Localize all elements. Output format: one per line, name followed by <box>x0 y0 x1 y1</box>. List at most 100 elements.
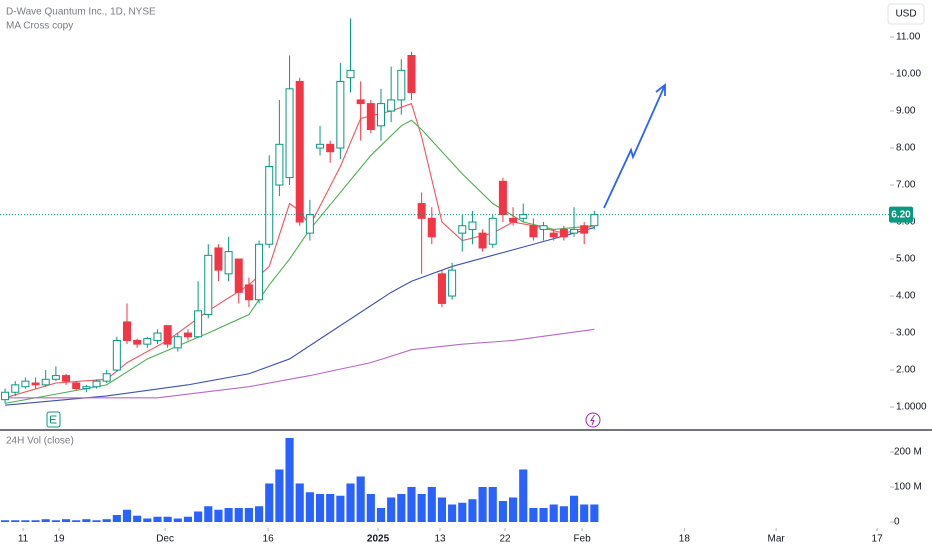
x-tick-label: 16 <box>263 534 275 545</box>
candle-body <box>51 375 60 380</box>
event-icon <box>585 412 601 428</box>
x-tick-label: 19 <box>53 534 65 545</box>
volume-bar <box>31 520 40 522</box>
volume-bar <box>427 486 436 522</box>
volume-bar <box>559 506 568 522</box>
volume-bar <box>102 519 111 522</box>
y-tick-label: 10.00 <box>896 69 921 80</box>
volume-bar <box>407 486 416 522</box>
candle-body <box>1 391 10 401</box>
volume-bar <box>194 511 203 522</box>
volume-bar <box>153 516 162 522</box>
y-tick-label: 7.00 <box>896 180 916 191</box>
candle-body <box>529 225 538 238</box>
volume-bar <box>468 499 477 522</box>
candle-body <box>194 310 203 338</box>
earnings-icon <box>46 411 61 428</box>
candle-body <box>437 273 446 304</box>
volume-bar <box>315 493 325 522</box>
candle-body <box>478 232 487 249</box>
moving-average <box>5 328 595 399</box>
candle-body <box>173 336 182 349</box>
currency-button[interactable]: USD <box>887 3 925 25</box>
x-tick-label: Dec <box>156 534 174 545</box>
volume-bar <box>346 483 355 522</box>
volume-bar <box>275 469 284 522</box>
candle-body <box>427 217 436 238</box>
candle-body <box>376 103 385 127</box>
currency-box[interactable] <box>887 3 925 25</box>
volume-bar <box>1 520 10 522</box>
x-tick-label: 17 <box>872 534 884 545</box>
candle-body <box>387 99 396 112</box>
volume-bar <box>336 495 345 522</box>
projection-arrow <box>603 83 666 209</box>
volume-bar <box>224 507 233 522</box>
y-tick-label: 1.0000 <box>896 402 927 413</box>
candle-body <box>255 243 264 301</box>
x-tick-label: 13 <box>434 534 446 545</box>
candle-body <box>204 254 213 316</box>
volume-bar <box>61 519 71 522</box>
candle-body <box>163 325 172 345</box>
candle-body <box>275 143 284 186</box>
volume-bar <box>214 509 223 522</box>
volume-bar <box>549 504 558 522</box>
candle-body <box>336 80 345 149</box>
candle-body <box>112 339 121 371</box>
candle-body <box>72 382 81 390</box>
volume-bar <box>72 520 81 522</box>
volume-bar <box>265 483 274 522</box>
candle-body <box>62 375 71 382</box>
volume-bar <box>21 520 30 522</box>
volume-bar <box>326 493 335 522</box>
candle-body <box>234 258 243 293</box>
moving-average <box>5 227 595 406</box>
volume-bar <box>41 519 50 522</box>
volume-bar <box>244 507 253 522</box>
candle-body <box>102 373 111 382</box>
volume-bar <box>458 502 467 522</box>
volume-bar <box>133 515 142 522</box>
volume-bar <box>448 504 457 522</box>
moving-average <box>4 102 595 399</box>
candle-body <box>498 180 507 216</box>
candle-body <box>41 378 50 386</box>
volume-bar <box>397 493 406 522</box>
volume-tick-label: 0 <box>894 517 900 528</box>
volume-bar <box>122 509 132 522</box>
y-tick-label: 11.00 <box>896 32 921 43</box>
last-price-label: 6.20 <box>891 209 911 220</box>
candle-body <box>356 99 365 105</box>
candle-body <box>214 247 223 271</box>
candle-body <box>82 386 91 390</box>
volume-bar <box>437 497 447 522</box>
candle-body <box>366 103 375 131</box>
candle-body <box>397 69 406 101</box>
candle-body <box>31 382 40 386</box>
volume-bar <box>295 483 304 522</box>
candle-body <box>590 214 599 227</box>
volume-bar <box>82 519 91 522</box>
candle-body <box>295 80 304 223</box>
candle-body <box>559 228 568 238</box>
volume-bar <box>366 493 375 522</box>
chart-title: D-Wave Quantum Inc., 1D, NYSE <box>6 7 156 18</box>
candle-body <box>21 380 30 388</box>
candle-body <box>122 321 131 341</box>
candle-body <box>468 221 477 230</box>
volume-bar <box>173 518 182 522</box>
candle-body <box>509 217 518 223</box>
volume-bar <box>234 507 243 522</box>
volume-bar <box>204 506 213 522</box>
candle-body <box>346 69 355 79</box>
candle-body <box>458 225 467 234</box>
currency[interactable]: USD <box>895 9 916 20</box>
volume-bar <box>478 486 487 522</box>
volume-bar <box>163 516 172 522</box>
volume-bar <box>92 520 101 522</box>
y-tick-label: 8.00 <box>896 143 916 154</box>
volume-bar <box>305 492 314 522</box>
candle-body <box>285 88 294 179</box>
